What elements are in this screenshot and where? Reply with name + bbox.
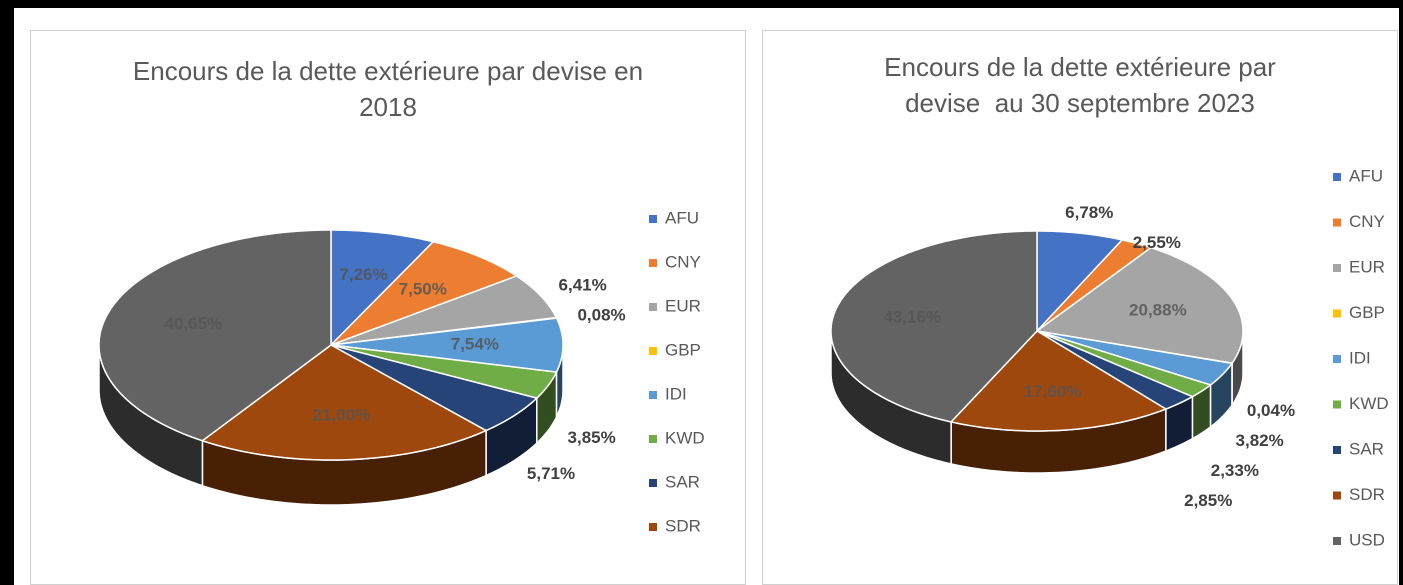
pie-slice [330, 240, 519, 346]
data-label: 2,33% [1211, 461, 1259, 480]
pie-slice [98, 229, 332, 442]
data-label: 7,26% [339, 265, 387, 284]
data-label: 6,41% [559, 275, 607, 294]
pie-slice [830, 230, 1038, 423]
legend-label: EUR [665, 296, 701, 315]
pie-slice [330, 317, 564, 373]
legend-label: GBP [665, 340, 701, 359]
chart-panel: 6,78% 2,55% 20,88% 0,04% 3,82% 2,33% 2,85% 17,6… [762, 30, 1398, 585]
data-label: 6,78% [1065, 203, 1113, 222]
data-label: 17,60% [1024, 382, 1082, 401]
legend-swatch [1333, 446, 1341, 454]
legend-swatch [1333, 309, 1341, 318]
legend-label: SDR [1349, 485, 1385, 504]
data-label: 21,00% [313, 406, 371, 425]
legend-label: KWD [1349, 394, 1389, 413]
data-label: 40,65% [164, 314, 222, 333]
legend-swatch [1333, 355, 1341, 363]
data-label: 7,50% [399, 280, 447, 299]
legend-swatch [649, 523, 657, 531]
legend-swatch [649, 259, 657, 267]
legend-label: IDI [1349, 348, 1371, 367]
chart-title: Encours de la dette extérieure par devis… [132, 56, 651, 122]
data-label: 5,71% [527, 464, 575, 483]
legend-label: CNY [665, 252, 701, 271]
legend-swatch [1333, 173, 1341, 181]
data-label: 2,55% [1133, 233, 1181, 252]
chart: 6,78% 2,55% 20,88% 0,04% 3,82% 2,33% 2,85% 17,6… [830, 166, 1389, 549]
legend-swatch [1333, 491, 1341, 500]
legend-label: GBP [1349, 303, 1385, 322]
data-label: 43,16% [883, 307, 941, 326]
data-label: 2,85% [1184, 491, 1232, 510]
legend-label: EUR [1349, 257, 1385, 276]
pie-slice [330, 344, 539, 432]
legend-swatch [1333, 264, 1341, 272]
chart: 7,26% 7,50% 6,41% 0,08% 7,54% 3,85% 5,71% 21,00… [98, 208, 705, 535]
pie-slice [949, 330, 1168, 432]
data-label: 0,08% [577, 305, 625, 324]
pie-slice [1035, 246, 1244, 364]
chart-title: Encours de la dette extérieure par devis… [884, 52, 1284, 118]
data-label: 3,82% [1236, 431, 1284, 450]
legend-swatch [649, 479, 657, 487]
legend-swatch [649, 215, 657, 223]
legend-swatch [649, 435, 657, 443]
pie-slice [1036, 330, 1234, 386]
pie-slice [330, 344, 558, 399]
data-label: 3,85% [568, 428, 616, 447]
chart-panel: 7,26% 7,50% 6,41% 0,08% 7,54% 3,85% 5,71% 21,00… [30, 30, 746, 585]
legend-swatch [1333, 218, 1341, 227]
data-label: 0,04% [1247, 401, 1295, 420]
data-label: 20,88% [1129, 300, 1187, 319]
pie-slice [330, 275, 558, 346]
legend-label: SAR [665, 472, 700, 491]
pie-slice [1036, 239, 1153, 332]
legend-label: KWD [665, 428, 705, 447]
legend-swatch [649, 391, 657, 399]
legend-label: IDI [665, 384, 687, 403]
legend-swatch [1333, 400, 1341, 409]
legend-label: SAR [1349, 439, 1384, 458]
pie-slice [1036, 330, 1213, 398]
legend-label: CNY [1349, 212, 1385, 231]
pie-slice [330, 229, 435, 347]
legend-label: AFU [665, 208, 699, 227]
legend-label: USD [1349, 530, 1385, 549]
legend-swatch [649, 347, 657, 355]
legend-swatch [1333, 537, 1341, 545]
legend-label: AFU [1349, 166, 1383, 185]
data-label: 7,54% [451, 335, 499, 354]
pie-slice [200, 344, 488, 461]
pie-slice [1036, 330, 1195, 410]
legend-label: SDR [665, 516, 701, 535]
legend-swatch [649, 303, 657, 311]
pie-slice [1036, 230, 1124, 333]
